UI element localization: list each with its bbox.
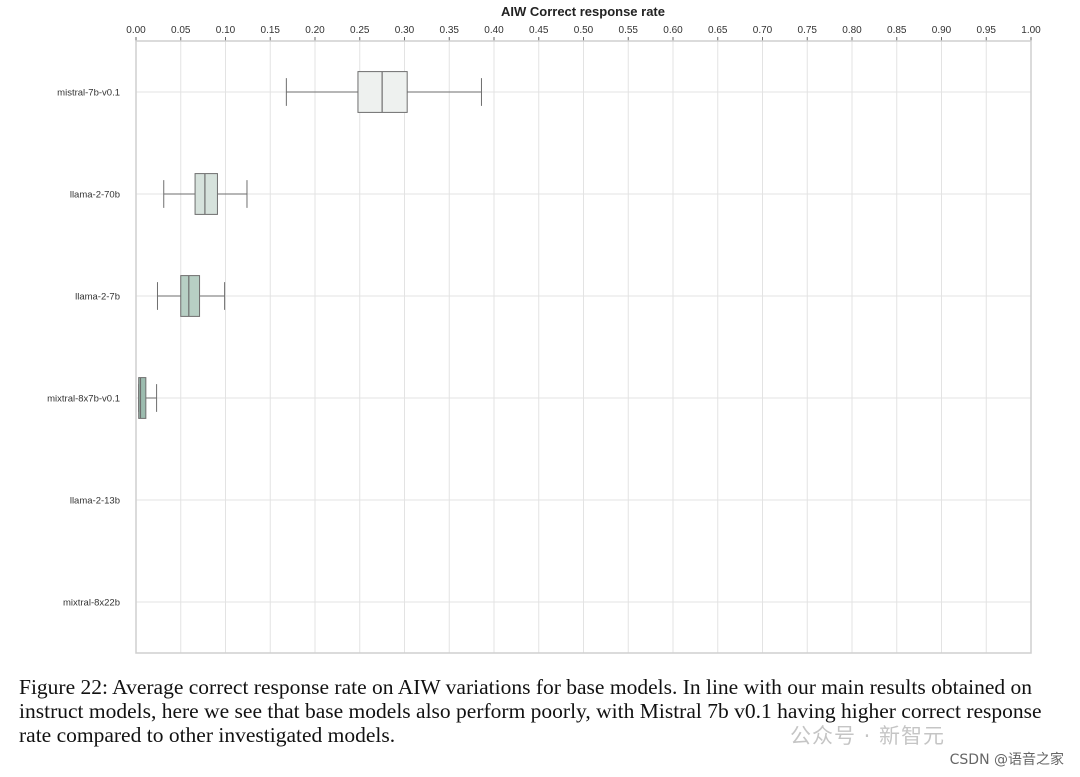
boxplot-chart: AIW Correct response rate 0.00 0.05 0.10 0.… [47, 4, 1041, 654]
x-tick-label: 0.90 [932, 25, 952, 36]
x-tick-label: 0.35 [440, 25, 460, 36]
x-tick-label: 0.15 [261, 25, 281, 36]
box-iqr [180, 275, 201, 317]
box-llama-2-7b [156, 275, 226, 317]
box-iqr [138, 377, 147, 419]
x-tick-label: 0.80 [842, 25, 862, 36]
x-tick-label: 0.55 [619, 25, 639, 36]
x-tick-label: 0.70 [753, 25, 773, 36]
x-tick-label: 0.00 [126, 25, 146, 36]
box-iqr [194, 173, 218, 215]
plot-frame [135, 40, 1032, 654]
credit-text: CSDN @语音之家 [949, 752, 1064, 768]
y-tick-label: mixtral-8x22b [63, 598, 120, 609]
watermark-text: 公众号 · 新智元 [790, 724, 946, 748]
x-tick-label: 0.05 [171, 25, 191, 36]
x-tick-label: 0.10 [216, 25, 236, 36]
y-tick-label: llama-2-7b [75, 292, 120, 303]
chart-title: AIW Correct response rate [501, 4, 665, 19]
y-axis-labels: mistral-7b-v0.1 llama-2-70b llama-2-7b mixt… [47, 88, 120, 609]
box-series [138, 71, 482, 419]
y-tick-label: llama-2-70b [70, 190, 120, 201]
y-tick-label: mixtral-8x7b-v0.1 [47, 394, 120, 405]
x-tick-label: 0.20 [305, 25, 325, 36]
x-tick-label: 0.25 [350, 25, 370, 36]
x-tick-label: 0.60 [663, 25, 683, 36]
x-tick-label: 1.00 [1021, 25, 1041, 36]
box-llama-2-70b [163, 173, 248, 215]
gridlines [135, 41, 1032, 653]
x-tick-label: 0.30 [395, 25, 415, 36]
box-mixtral-8x7b-v0.1 [138, 377, 158, 419]
x-tick-label: 0.45 [529, 25, 549, 36]
x-tick-label: 0.75 [798, 25, 818, 36]
y-tick-label: mistral-7b-v0.1 [57, 88, 120, 99]
y-tick-label: llama-2-13b [70, 496, 120, 507]
figure-caption: Figure 22: Average correct response rate… [19, 675, 1042, 747]
x-tick-label: 0.50 [574, 25, 594, 36]
x-tick-label: 0.65 [708, 25, 728, 36]
box-mistral-7b-v0.1 [285, 71, 482, 113]
x-tick-label: 0.40 [484, 25, 504, 36]
x-axis-ticks: 0.00 0.05 0.10 0.15 0.20 0.25 0.30 0.35 0.40 0.45… [126, 25, 1041, 41]
x-tick-label: 0.95 [977, 25, 997, 36]
x-tick-label: 0.85 [887, 25, 907, 36]
